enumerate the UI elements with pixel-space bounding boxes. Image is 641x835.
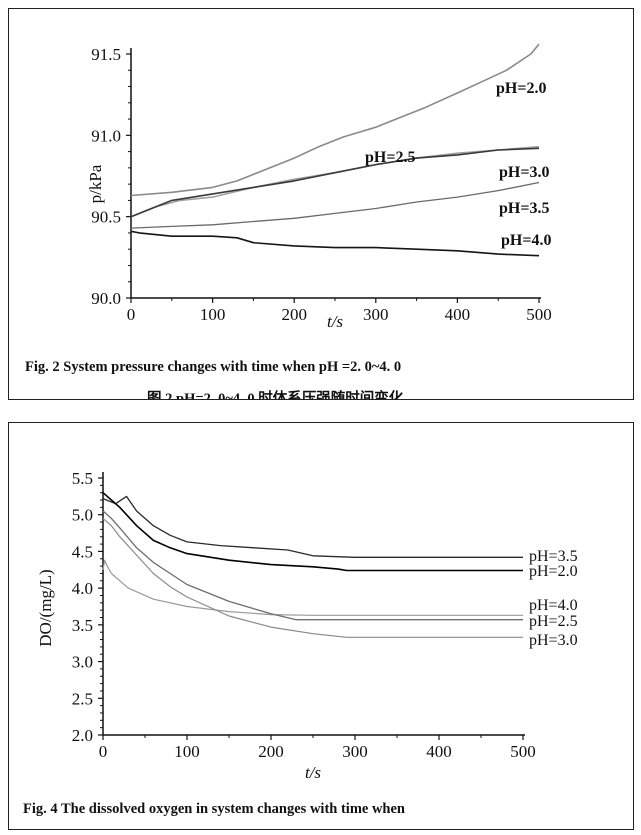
series-label: pH=2.5 [529, 613, 578, 630]
y-tick-label: 5.5 [72, 469, 93, 488]
x-axis-label: t/s [305, 763, 321, 782]
series-line-ph-2-0 [102, 492, 523, 572]
series-label: pH=4.0 [529, 597, 578, 614]
series-label: pH=4.0 [501, 232, 551, 249]
y-tick-label: 90.5 [91, 208, 121, 227]
x-tick-label: 400 [445, 305, 471, 324]
series-label: pH=3.5 [529, 548, 578, 565]
y-tick-label: 3.5 [72, 616, 93, 635]
series-line-ph-3-0 [130, 147, 540, 218]
series-label: pH=3.5 [499, 200, 549, 217]
x-tick-label: 500 [510, 742, 536, 761]
y-tick-label: 91.0 [91, 126, 121, 145]
y-tick-label: 5.0 [72, 506, 93, 525]
y-tick-label: 2.5 [72, 689, 93, 708]
y-tick-label: 3.0 [72, 653, 93, 672]
x-tick-label: 200 [281, 305, 307, 324]
series-label: pH=3.0 [499, 164, 549, 181]
series-label: pH=2.0 [496, 80, 546, 97]
x-axis-label: t/s [327, 312, 343, 331]
figure-2-caption-cn-cropped: 图 2 pH=2. 0~4. 0 时体系压强随时间变化 [9, 387, 633, 399]
x-tick-label: 100 [174, 742, 200, 761]
x-tick-label: 400 [426, 742, 452, 761]
series-line-ph-2-5 [102, 510, 523, 621]
figure-2-caption-cn: 图 2 pH=2. 0~4. 0 时体系压强随时间变化 [147, 391, 404, 399]
x-tick-label: 100 [200, 305, 226, 324]
pressure-chart: 90.0 90.5 91.0 91.5 0 100 200 300 400 500 p/kPa t/s… [86, 43, 552, 331]
y-axis-label: p/kPa [86, 164, 105, 203]
y-tick-label: 2.0 [72, 726, 93, 745]
dissolved-oxygen-chart: 2.0 2.5 3.0 3.5 4.0 4.5 5.0 5.5 0 100 200 300 400 500… [36, 469, 578, 782]
series-line-ph-3-5 [130, 181, 540, 229]
x-tick-label: 300 [363, 305, 389, 324]
x-tick-label: 200 [258, 742, 284, 761]
figure-2-panel: 90.0 90.5 91.0 91.5 0 100 200 300 400 500 p/kPa t/s… [8, 8, 634, 400]
x-tick-label: 300 [342, 742, 368, 761]
y-tick-label: 90.0 [91, 289, 121, 308]
x-tick-label: 0 [99, 742, 108, 761]
y-axis-label: DO/(mg/L) [36, 569, 55, 646]
figure-2-caption: Fig. 2 System pressure changes with time… [25, 359, 402, 375]
y-tick-label: 4.5 [72, 542, 93, 561]
x-tick-label: 500 [526, 305, 552, 324]
x-tick-label: 0 [127, 305, 136, 324]
y-tick-label: 91.5 [91, 45, 121, 64]
y-tick-label: 4.0 [72, 579, 93, 598]
figure-4-caption: Fig. 4 The dissolved oxygen in system ch… [23, 801, 405, 817]
series-line-ph-3-5 [102, 495, 523, 558]
series-line-ph-4-0 [102, 559, 523, 616]
series-label: pH=3.0 [529, 632, 578, 649]
series-line-ph-2-0 [130, 43, 540, 197]
series-line-ph-4-0 [130, 230, 540, 257]
series-line-ph-2-5 [130, 145, 540, 218]
series-label: pH=2.0 [529, 563, 578, 580]
series-label: pH=2.5 [365, 149, 415, 166]
series-line-ph-3-0 [102, 517, 523, 638]
figure-4-panel: 2.0 2.5 3.0 3.5 4.0 4.5 5.0 5.5 0 100 200 300 400 500… [8, 422, 634, 830]
